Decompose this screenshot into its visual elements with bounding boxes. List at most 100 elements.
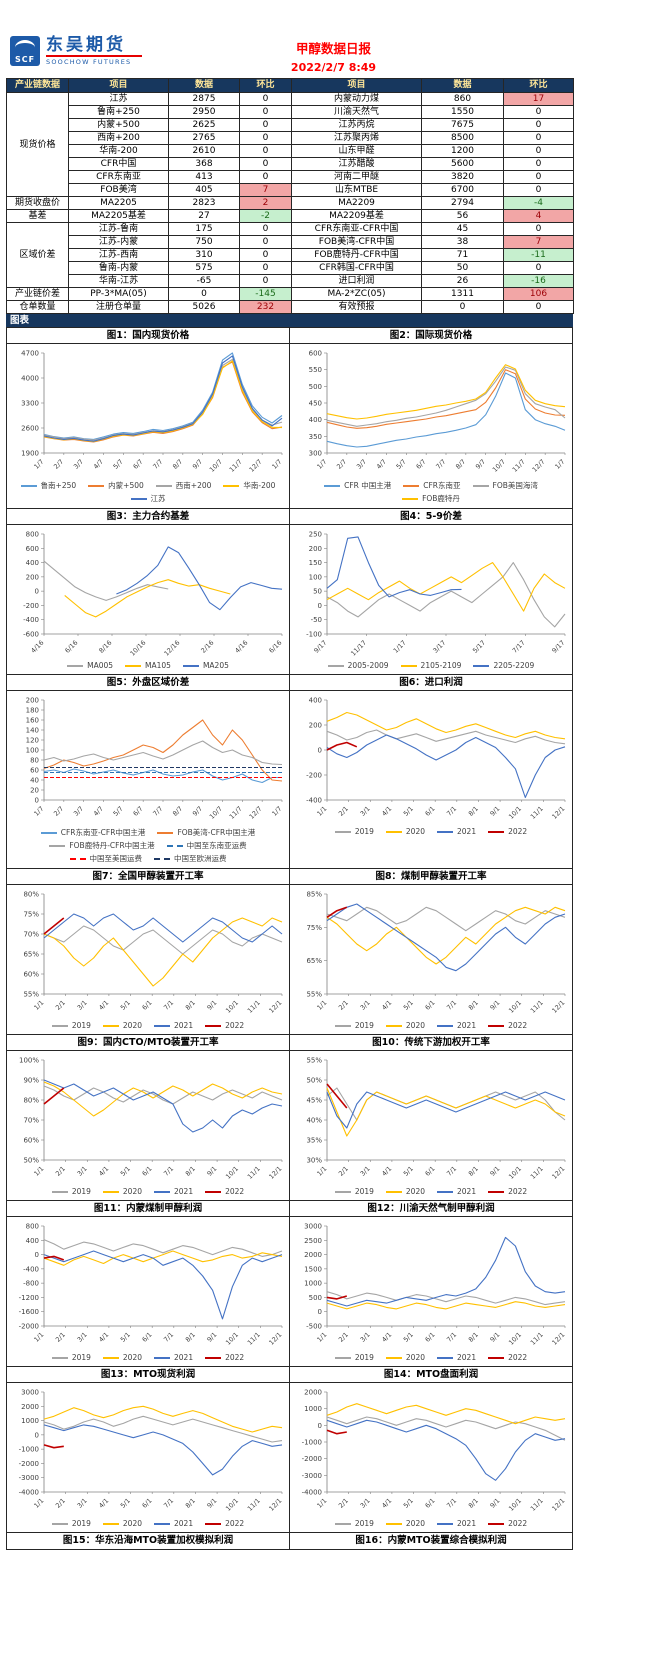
table-cell-highlight-red: 7	[239, 183, 292, 197]
table-row: 华南-江苏 -65 0 进口利润 26 -16	[7, 274, 574, 288]
svg-text:60%: 60%	[23, 971, 39, 979]
report-header: SCF 东吴期货 SOOCHOW FUTURES 甲醇数据日报 2022/2/7…	[10, 36, 647, 78]
legend-label: 2022	[508, 827, 528, 836]
svg-text:55%: 55%	[23, 991, 39, 999]
svg-text:-4000: -4000	[302, 1489, 322, 1497]
chart-cell-fig14: 图14：MTO盘面利润 -4000 -3000 -2000 -1000 0 1000 2000…	[290, 1367, 573, 1533]
svg-text:45%: 45%	[306, 1097, 322, 1105]
svg-text:2/7: 2/7	[52, 805, 65, 818]
svg-text:6/1: 6/1	[424, 1497, 437, 1510]
svg-text:8/1: 8/1	[184, 1165, 197, 1178]
chart-series-2022	[326, 1295, 348, 1300]
svg-text:500: 500	[309, 383, 322, 391]
svg-text:1/1: 1/1	[32, 999, 45, 1012]
table-cell: 368	[168, 157, 240, 171]
chart-legend-fig7: 2019 2020 2021 2022	[51, 1021, 244, 1030]
svg-text:3/1: 3/1	[359, 805, 372, 818]
table-cell: 0	[239, 235, 292, 249]
svg-text:-500: -500	[306, 1323, 322, 1331]
svg-text:1500: 1500	[304, 1265, 322, 1273]
table-cell: FOB鹿特丹-CFR中国	[291, 248, 422, 262]
charts-section-header: 图表	[6, 314, 573, 327]
legend-label: 2020	[405, 827, 425, 836]
legend-marker-icon	[437, 1190, 453, 1193]
legend-label: 2019	[71, 1353, 91, 1362]
legend-item: 2021	[154, 1187, 193, 1196]
svg-text:4/7: 4/7	[92, 805, 105, 818]
svg-text:-50: -50	[311, 616, 322, 624]
table-cell: PP-3*MA(05)	[68, 287, 169, 301]
svg-text:3/7: 3/7	[72, 805, 85, 818]
table-header-cell-6: 环比	[503, 78, 574, 93]
svg-text:-4000: -4000	[19, 1489, 39, 1497]
legend-label: 2005-2009	[347, 661, 389, 670]
legend-label: 2022	[508, 1353, 528, 1362]
chart-series-2019	[326, 1291, 566, 1306]
chart-series-2020	[43, 917, 283, 987]
chart-legend-fig14: 2019 2020 2021 2022	[334, 1519, 528, 1528]
table-cell: 27	[168, 209, 240, 223]
svg-text:800: 800	[26, 1223, 39, 1231]
svg-text:2/7: 2/7	[52, 458, 65, 471]
svg-text:400: 400	[309, 416, 322, 424]
legend-item: 2021	[437, 1519, 476, 1528]
table-cell: 6700	[421, 183, 504, 197]
svg-text:7/7: 7/7	[151, 805, 164, 818]
table-cell: 2610	[168, 144, 240, 158]
chart-body-fig14: -4000 -3000 -2000 -1000 0 1000 2000 1/1 2/1 3/1 4/…	[290, 1383, 572, 1532]
chart-body-fig7: 55% 60% 65% 70% 75% 80% 1/1 2/1 3/1 4/1 5/1 6/1 7/1 8…	[7, 885, 289, 1034]
chart-cell-fig15: 图15：华东沿海MTO装置加权模拟利润	[7, 1533, 290, 1550]
chart-title-fig4: 图4：5-9价差	[290, 509, 572, 525]
legend-marker-icon	[473, 664, 490, 667]
svg-text:10/1: 10/1	[224, 1331, 240, 1347]
table-cell: 内蒙动力煤	[291, 92, 422, 106]
table-cell: MA2205基差	[68, 209, 169, 223]
svg-text:0: 0	[35, 1251, 39, 1259]
legend-label: 中国至东南亚运费	[186, 841, 247, 850]
svg-text:8/1: 8/1	[467, 1331, 480, 1344]
svg-text:12/1: 12/1	[267, 1331, 283, 1347]
legend-item: 中国至东南亚运费	[166, 840, 247, 851]
svg-text:550: 550	[309, 366, 322, 374]
legend-label: 2022	[508, 1519, 528, 1528]
svg-text:1/7: 1/7	[270, 458, 283, 471]
table-cell: 江苏-鲁南	[68, 222, 169, 236]
chart-title-fig13: 图13：MTO现货利润	[7, 1367, 289, 1383]
table-row: 江苏-西南 310 0 FOB鹿特丹-CFR中国 71 -11	[7, 248, 574, 262]
brand-logo-underline	[46, 55, 142, 57]
brand-name-cn: 东吴期货	[46, 35, 126, 55]
svg-text:600: 600	[26, 545, 39, 553]
svg-text:1/1: 1/1	[32, 1497, 45, 1510]
svg-text:65%: 65%	[306, 957, 322, 965]
svg-text:5/7: 5/7	[395, 458, 408, 471]
svg-text:160: 160	[26, 717, 39, 725]
chart-cell-fig5: 图5：外盘区域价差 0 20 40 60 80 100 120 140 160 180 200 1/7 2…	[7, 675, 290, 869]
legend-item: 2020	[102, 1021, 142, 1030]
table-cell: 5600	[421, 157, 504, 171]
svg-text:2/1: 2/1	[54, 999, 67, 1012]
svg-text:12/1: 12/1	[550, 1331, 566, 1347]
row-group-label: 现货价格	[6, 92, 69, 197]
chart-title-fig2: 图2：国际现货价格	[290, 328, 572, 344]
svg-text:6/7: 6/7	[132, 805, 145, 818]
svg-text:9/1: 9/1	[488, 1165, 501, 1178]
svg-text:8/16: 8/16	[97, 639, 113, 655]
svg-text:11/1: 11/1	[529, 1497, 545, 1513]
svg-text:11/7: 11/7	[228, 458, 244, 474]
svg-text:1/7: 1/7	[553, 458, 566, 471]
svg-text:8/1: 8/1	[467, 999, 480, 1012]
legend-label: 2020	[405, 1187, 425, 1196]
svg-text:6/7: 6/7	[132, 458, 145, 471]
svg-text:-800: -800	[23, 1280, 39, 1288]
svg-text:10/16: 10/16	[129, 639, 148, 658]
svg-text:9/7: 9/7	[474, 458, 487, 471]
svg-text:800: 800	[26, 531, 39, 539]
svg-text:9/1: 9/1	[205, 999, 218, 1012]
legend-item: 2019	[51, 1187, 91, 1196]
svg-text:0: 0	[35, 588, 39, 596]
table-row: 西南+200 2765 0 江苏聚丙烯 8500 0	[7, 131, 574, 145]
legend-item: 2021	[437, 1021, 476, 1030]
svg-text:2000: 2000	[21, 1403, 39, 1411]
chart-cell-fig10: 图10：传统下游加权开工率 30% 35% 40% 45% 50% 55% 1/1 2/1 3/1…	[290, 1035, 573, 1201]
legend-item: 2019	[334, 1187, 374, 1196]
